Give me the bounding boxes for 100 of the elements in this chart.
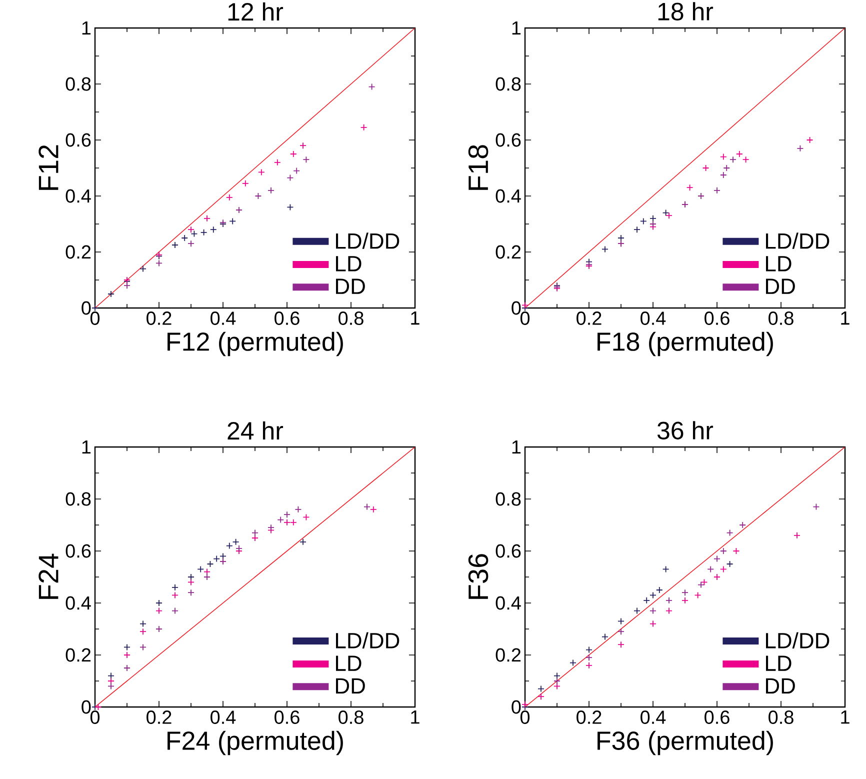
point [108,678,114,684]
point [274,158,281,166]
legend-label: LD/DD [336,632,400,648]
point [650,592,656,599]
x-tick-label: 0.4 [640,312,666,325]
point [188,226,194,234]
point [188,589,194,596]
point [92,304,98,312]
point [268,524,274,532]
y-tick-label: 0.8 [66,492,91,506]
point [156,607,162,614]
point [586,662,592,669]
point [300,538,306,546]
point [742,156,750,164]
point [236,206,242,214]
x-tick-label: 1 [841,312,850,325]
point [700,578,708,586]
legend-label: LD/DD [766,232,830,249]
y-tick-label: 0.2 [496,648,521,662]
point [236,544,242,552]
point [293,167,300,174]
x-tick-label: 0.4 [210,710,236,724]
y-tick-label: 0.2 [496,245,521,259]
point [172,607,178,614]
chart-title: 36 hr [657,421,714,440]
legend-label: LD/DD [766,632,830,648]
point [656,586,663,594]
point [94,704,102,710]
y-tick-label: 0.2 [66,245,91,259]
point [213,555,220,562]
x-tick-label: 0.8 [338,710,364,724]
point [190,230,198,238]
y-axis-title: F18 [468,145,488,190]
point [720,548,727,554]
point [682,596,688,604]
legend-label: LD [766,256,792,272]
point [277,516,284,524]
point [368,83,376,90]
y-tick-label: 1 [82,440,91,454]
legend-label: LD [336,656,362,671]
x-tick-label: 1 [411,710,420,724]
point [796,144,804,152]
x-axis-title: F12 (permuted) [168,332,343,356]
point [686,184,694,192]
point [302,156,310,164]
point [714,574,720,580]
point [140,265,146,272]
y-tick-label: 0.6 [496,133,521,147]
point [140,644,146,651]
y-tick-label: 0.4 [66,189,91,203]
point [554,678,560,684]
point [181,234,188,242]
point [172,584,178,591]
point [723,164,730,172]
point [570,659,576,666]
y-tick-label: 0.4 [66,596,91,610]
y-tick-label: 0.6 [496,544,521,558]
y-tick-label: 1 [512,440,521,454]
y-tick-label: 0 [82,301,91,315]
point [124,282,130,290]
point [726,560,734,568]
point [554,682,560,690]
legend-label: LD [766,656,792,671]
point [197,566,204,573]
point [172,242,178,248]
point [640,218,647,225]
y-tick-label: 0.6 [66,544,91,558]
point [522,700,528,708]
point [206,560,214,568]
legend-label: DD [336,678,365,694]
point [698,581,704,588]
point [252,529,258,536]
point [242,180,249,187]
point [284,511,290,518]
point [538,693,544,700]
point [226,542,233,550]
point [286,204,294,211]
point [300,142,306,150]
point [643,596,650,604]
x-tick-label: 0.6 [274,312,300,325]
x-tick-label: 0.4 [210,312,236,325]
point [188,574,194,580]
x-tick-label: 0.8 [338,312,364,325]
y-tick-label: 0 [82,700,91,714]
point [682,589,688,596]
chart-title: 24 hr [228,421,284,440]
point [634,226,640,234]
point [140,620,146,628]
point [662,209,670,216]
x-tick-label: 0.8 [768,710,794,724]
point [284,518,290,526]
point [290,150,297,158]
point [140,628,146,636]
x-tick-label: 0.2 [146,710,172,724]
point [666,607,672,614]
point [252,534,258,542]
y-tick-label: 0.8 [496,77,521,91]
y-axis-title: F36 [468,554,488,599]
point [204,574,210,580]
point [720,172,727,178]
